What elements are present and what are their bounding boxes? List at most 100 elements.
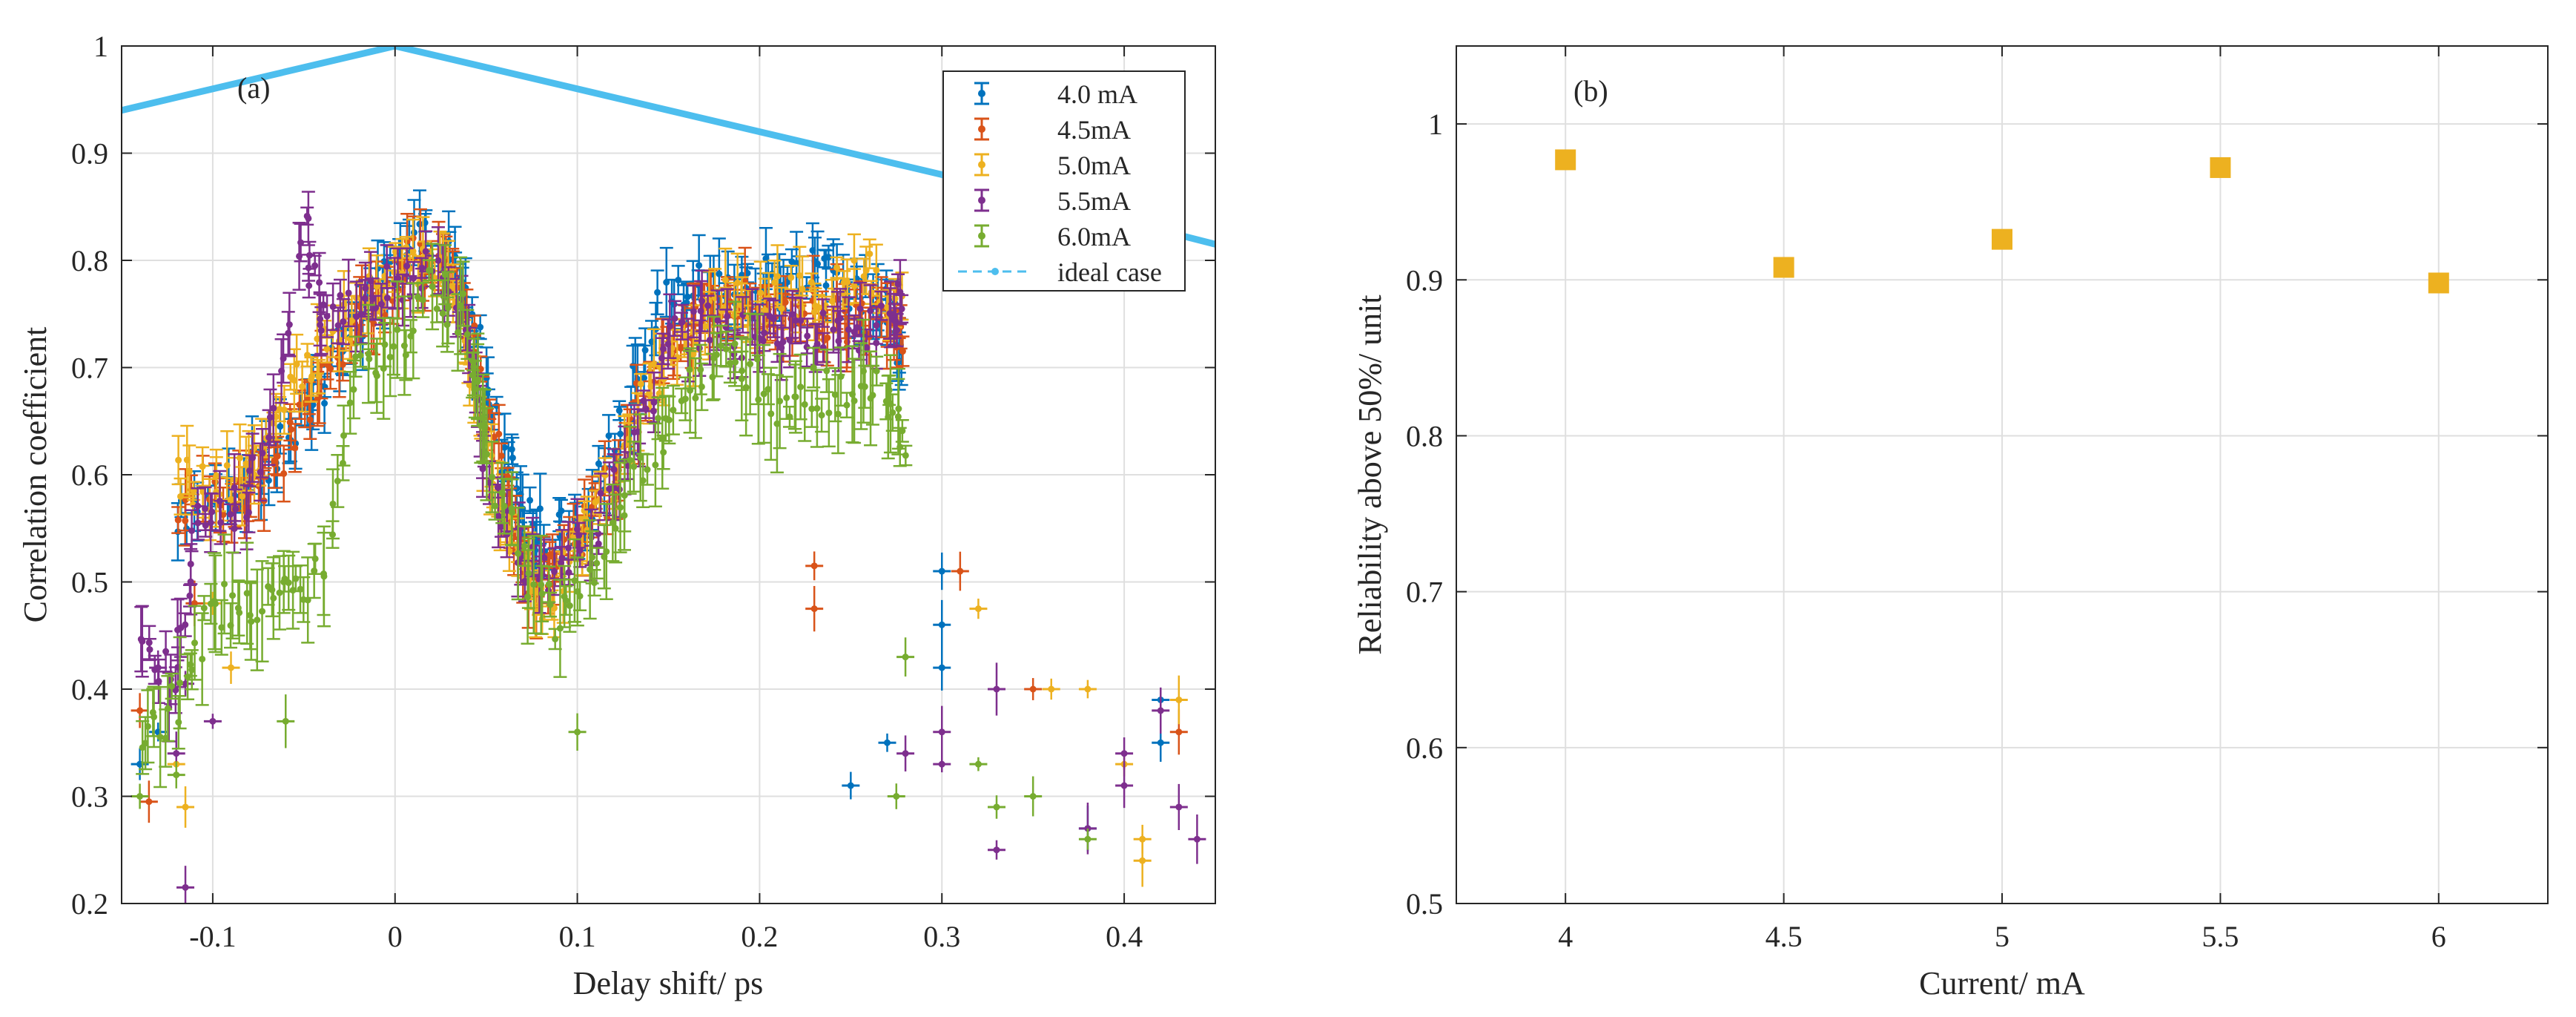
- data-point: [650, 361, 658, 368]
- data-point: [861, 383, 868, 390]
- data-point: [813, 340, 821, 348]
- data-point: [869, 392, 876, 399]
- ideal-case-point: [738, 124, 744, 131]
- data-point: [149, 708, 156, 716]
- panel-b-chart: 4 4.5 5 5.5 6 0.5 0.6 0.7 0.8 0.9 1 (b) Current/ m…: [1352, 45, 2549, 1001]
- data-point: [285, 329, 292, 337]
- data-point: [383, 294, 391, 302]
- data-point: [692, 395, 699, 402]
- data-point: [521, 577, 529, 585]
- data-point: [443, 321, 451, 329]
- data-point: [280, 470, 288, 477]
- data-point: [833, 264, 841, 271]
- data-point: [538, 581, 545, 588]
- data-point: [556, 625, 564, 632]
- data-point: [641, 346, 649, 354]
- data-point: [771, 279, 779, 286]
- data-point: [617, 504, 624, 511]
- data-point: [199, 655, 206, 662]
- y-tick-label: 0.8: [71, 244, 108, 277]
- data-point: [546, 601, 554, 608]
- ideal-case-point: [173, 94, 179, 101]
- y-tick-label: 0.5: [71, 566, 108, 599]
- stray-point: [1048, 685, 1055, 693]
- data-point: [227, 622, 234, 629]
- stray-point: [974, 760, 982, 768]
- data-point: [383, 263, 391, 270]
- data-point: [541, 554, 548, 562]
- data-point: [288, 426, 295, 433]
- data-point: [311, 262, 319, 269]
- data-point: [380, 365, 387, 372]
- data-point: [566, 602, 573, 610]
- ideal-case-point: [501, 68, 508, 75]
- data-point: [834, 410, 842, 418]
- ideal-case-point: [629, 99, 635, 105]
- x-tick-label: 4: [1558, 920, 1573, 953]
- reliability-point: [1992, 228, 2012, 250]
- data-point: [593, 559, 601, 567]
- data-point: [697, 366, 704, 373]
- data-point: [246, 611, 254, 619]
- data-point: [642, 406, 650, 413]
- data-point: [877, 302, 885, 309]
- ideal-case-point: [538, 77, 544, 84]
- data-point: [808, 405, 816, 412]
- panel-a-ticks: -0.1 0 0.1 0.2 0.3 0.4 0.2 0.3 0.4 0.5 0.6 0.7 0.8 0.…: [71, 30, 1215, 953]
- data-point: [242, 460, 250, 467]
- data-point: [825, 409, 833, 417]
- y-tick-label: 0.6: [1406, 731, 1443, 765]
- data-point: [229, 592, 237, 599]
- stray-point: [1139, 857, 1146, 864]
- data-point: [320, 301, 327, 309]
- data-point: [824, 334, 831, 341]
- stray-point: [1029, 685, 1037, 693]
- data-point: [191, 639, 199, 647]
- panel-b-grid: [1456, 46, 2548, 904]
- ideal-case-point: [592, 90, 599, 96]
- stray-point: [902, 750, 909, 757]
- data-point: [234, 605, 242, 612]
- data-point: [315, 373, 323, 381]
- ideal-case-point: [720, 120, 727, 127]
- data-point: [221, 580, 228, 588]
- ideal-case-point: [647, 102, 653, 109]
- ideal-case-point: [264, 73, 271, 79]
- data-point: [671, 315, 678, 322]
- ideal-case-point: [1194, 237, 1201, 243]
- data-point: [538, 590, 546, 597]
- legend-swatch-ideal-dot: [991, 268, 999, 275]
- data-point: [429, 283, 436, 290]
- data-point: [778, 305, 785, 312]
- stray-point: [938, 621, 945, 628]
- data-point: [444, 304, 452, 312]
- data-point: [558, 507, 565, 515]
- data-point: [630, 463, 638, 470]
- data-point: [477, 323, 484, 331]
- data-point: [305, 264, 312, 271]
- stray-point: [1175, 728, 1183, 736]
- data-point: [687, 386, 694, 394]
- data-point: [346, 399, 354, 407]
- ideal-case-point: [865, 154, 872, 161]
- data-point: [524, 593, 532, 601]
- ideal-case-point: [428, 51, 435, 58]
- data-point: [603, 548, 610, 556]
- data-point: [457, 302, 464, 309]
- data-point: [509, 454, 516, 461]
- data-point: [237, 454, 244, 461]
- stray-point: [182, 883, 189, 891]
- stray-point: [938, 728, 945, 736]
- data-point: [345, 289, 352, 297]
- data-point: [187, 560, 194, 567]
- data-point: [501, 444, 508, 451]
- data-point: [610, 466, 618, 473]
- data-point: [414, 293, 421, 300]
- data-point: [722, 346, 730, 353]
- data-point: [760, 390, 767, 398]
- data-point: [386, 353, 394, 361]
- data-point: [822, 282, 830, 289]
- data-point: [634, 428, 641, 435]
- data-point: [755, 396, 762, 404]
